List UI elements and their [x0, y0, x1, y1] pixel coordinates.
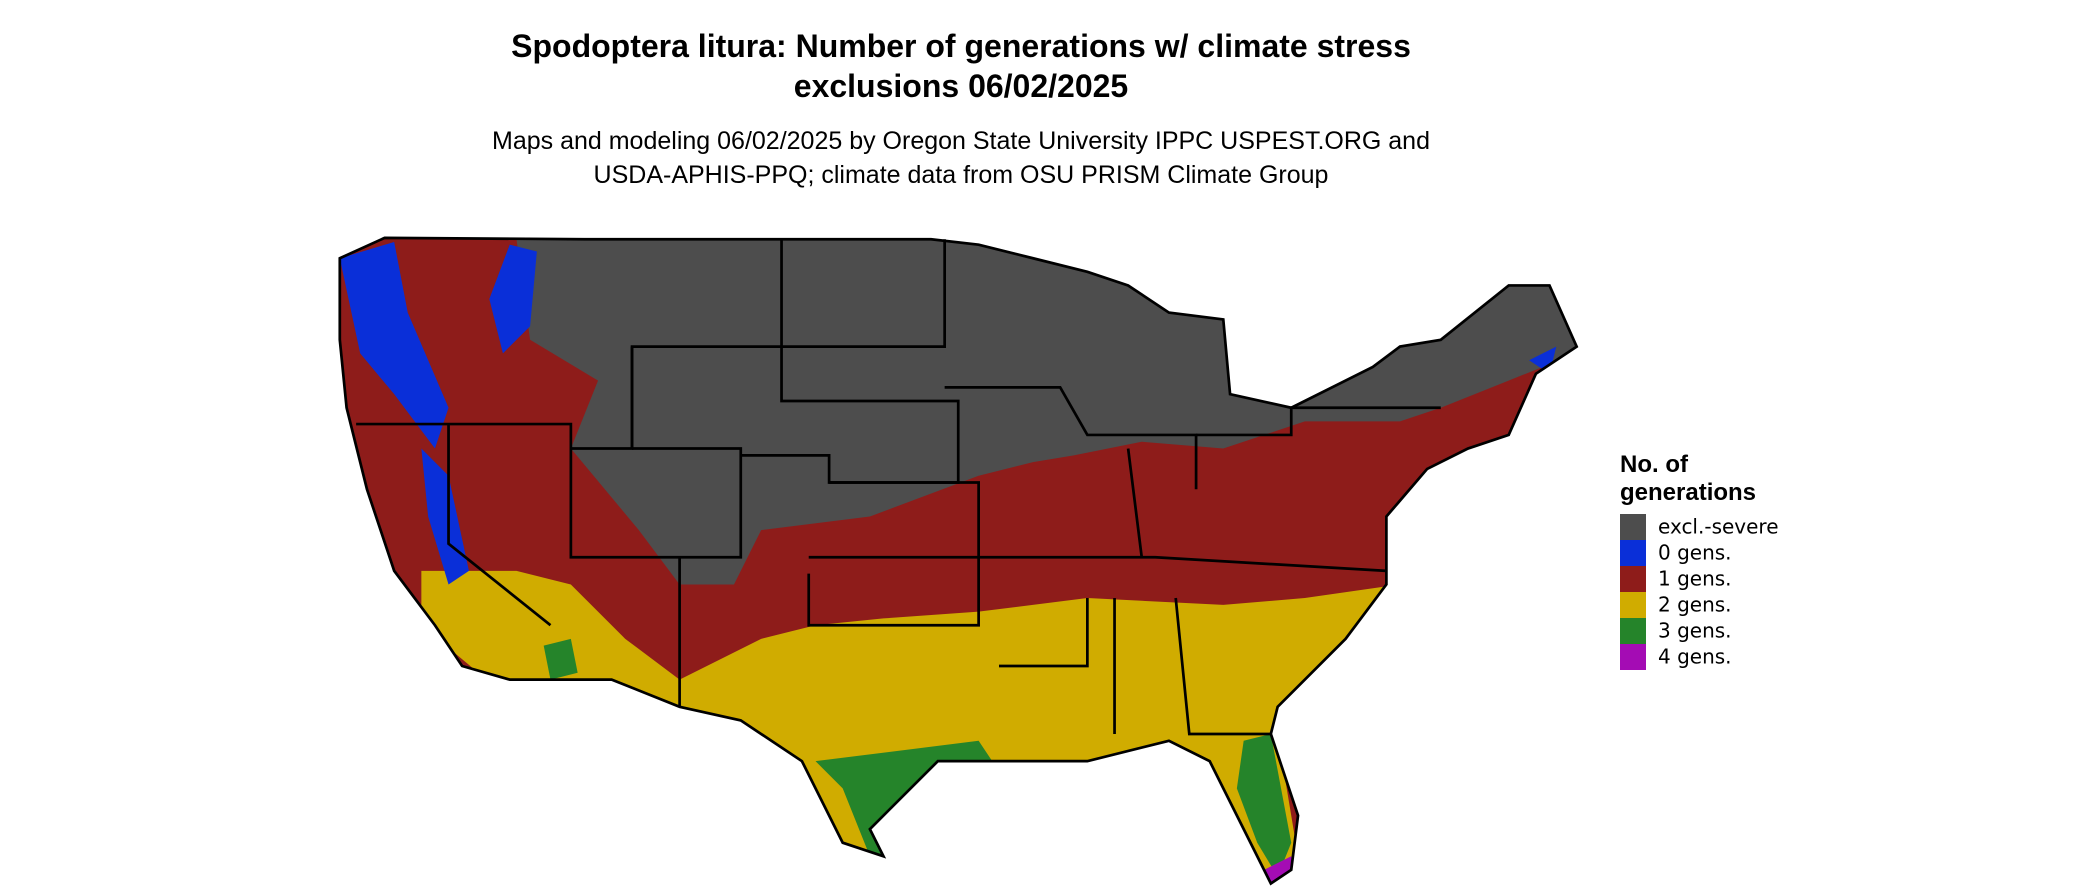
subtitle-line: Maps and modeling 06/02/2025 by Oregon S…: [492, 127, 1430, 155]
title-line: exclusions 06/02/2025: [794, 68, 1128, 104]
legend-label: 3 gens.: [1658, 619, 1732, 643]
legend-label: 1 gens.: [1658, 567, 1732, 591]
legend-label: 4 gens.: [1658, 645, 1732, 669]
title-line: Spodoptera litura: Number of generations…: [511, 28, 1411, 64]
state-borders: [356, 239, 1441, 736]
zone-3-gen: [1236, 733, 1292, 877]
legend-label: excl.-severe: [1658, 515, 1779, 539]
legend-swatch: [1620, 618, 1646, 644]
zone-0-gen: [339, 241, 449, 449]
zone-0-gen: [489, 244, 537, 354]
zone-3-gen: [543, 638, 578, 680]
legend-swatch: [1620, 592, 1646, 618]
us-outline: [338, 236, 1579, 886]
subtitle-line: USDA-APHIS-PPQ; climate data from OSU PR…: [594, 161, 1329, 189]
legend-swatch: [1620, 566, 1646, 592]
legend-label: 0 gens.: [1658, 541, 1732, 565]
legend-swatch: [1620, 644, 1646, 670]
zone-4-gen: [1257, 856, 1299, 884]
legend-swatch: [1620, 514, 1646, 540]
legend-title: generations: [1620, 479, 1756, 506]
legend-swatch: [1620, 540, 1646, 566]
legend-title: No. of: [1620, 451, 1689, 478]
legend-label: 2 gens.: [1658, 593, 1732, 617]
